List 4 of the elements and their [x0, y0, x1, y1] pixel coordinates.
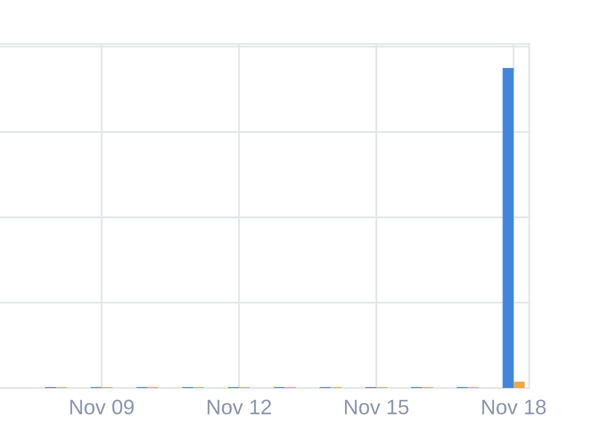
x-tick-label: Nov 12	[208, 400, 271, 414]
x-tick-label: Nov 15	[345, 400, 408, 414]
x-tick-label: Nov 09	[70, 400, 134, 414]
x-tick-label: Nov 18	[482, 400, 546, 414]
